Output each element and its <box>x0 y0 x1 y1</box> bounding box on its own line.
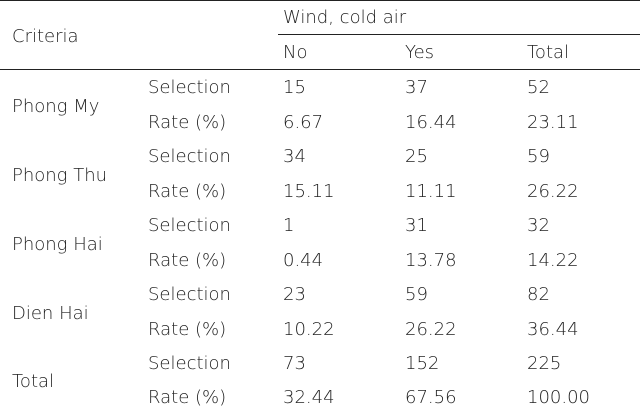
table-cell: 13.78 <box>405 250 457 271</box>
row-label-location: Total <box>12 371 55 392</box>
row-metric-label: Rate (%) <box>148 112 227 133</box>
table-cell: 36.44 <box>527 319 579 340</box>
table-cell: 0.44 <box>283 250 324 271</box>
table-cell: 1 <box>283 215 295 236</box>
column-header-yes: Yes <box>405 42 435 63</box>
table-cell: 225 <box>527 353 562 374</box>
table-cell: 32.44 <box>283 387 335 408</box>
row-metric-label: Selection <box>148 353 231 374</box>
table-cell: 34 <box>283 146 306 167</box>
table-cell: 15 <box>283 77 306 98</box>
table-cell: 32 <box>527 215 550 236</box>
row-label-location: Phong My <box>12 96 100 117</box>
table-cell: 25 <box>405 146 428 167</box>
row-metric-label: Selection <box>148 284 231 305</box>
table-cell: 6.67 <box>283 112 324 133</box>
column-header-no: No <box>283 42 308 63</box>
row-label-location: Phong Hai <box>12 234 103 255</box>
table-cell: 52 <box>527 77 550 98</box>
table-cell: 37 <box>405 77 428 98</box>
column-header-total: Total <box>527 42 570 63</box>
table-cell: 73 <box>283 353 306 374</box>
table-cell: 82 <box>527 284 550 305</box>
table-cell: 26.22 <box>527 181 579 202</box>
table-cell: 59 <box>527 146 550 167</box>
table-cell: 26.22 <box>405 319 457 340</box>
table-cell: 100.00 <box>527 387 590 408</box>
row-metric-label: Rate (%) <box>148 387 227 408</box>
table-cell: 23 <box>283 284 306 305</box>
table-cell: 23.11 <box>527 112 579 133</box>
row-metric-label: Selection <box>148 215 231 236</box>
row-metric-label: Rate (%) <box>148 250 227 271</box>
table-cell: 14.22 <box>527 250 579 271</box>
table-cell: 67.56 <box>405 387 457 408</box>
group-header-underline <box>278 34 640 35</box>
row-metric-label: Selection <box>148 146 231 167</box>
row-metric-label: Rate (%) <box>148 319 227 340</box>
table-cell: 11.11 <box>405 181 457 202</box>
row-metric-label: Selection <box>148 77 231 98</box>
table-cell: 31 <box>405 215 428 236</box>
row-label-location: Phong Thu <box>12 165 108 186</box>
table-cell: 10.22 <box>283 319 335 340</box>
row-label-location: Dien Hai <box>12 303 89 324</box>
stub-header: Criteria <box>12 26 79 47</box>
header-bottom-rule <box>0 69 640 70</box>
table-cell: 16.44 <box>405 112 457 133</box>
table-cell: 15.11 <box>283 181 335 202</box>
row-metric-label: Rate (%) <box>148 181 227 202</box>
group-header: Wind, cold air <box>283 7 407 28</box>
table-cell: 152 <box>405 353 440 374</box>
top-rule <box>0 0 640 1</box>
table-cell: 59 <box>405 284 428 305</box>
